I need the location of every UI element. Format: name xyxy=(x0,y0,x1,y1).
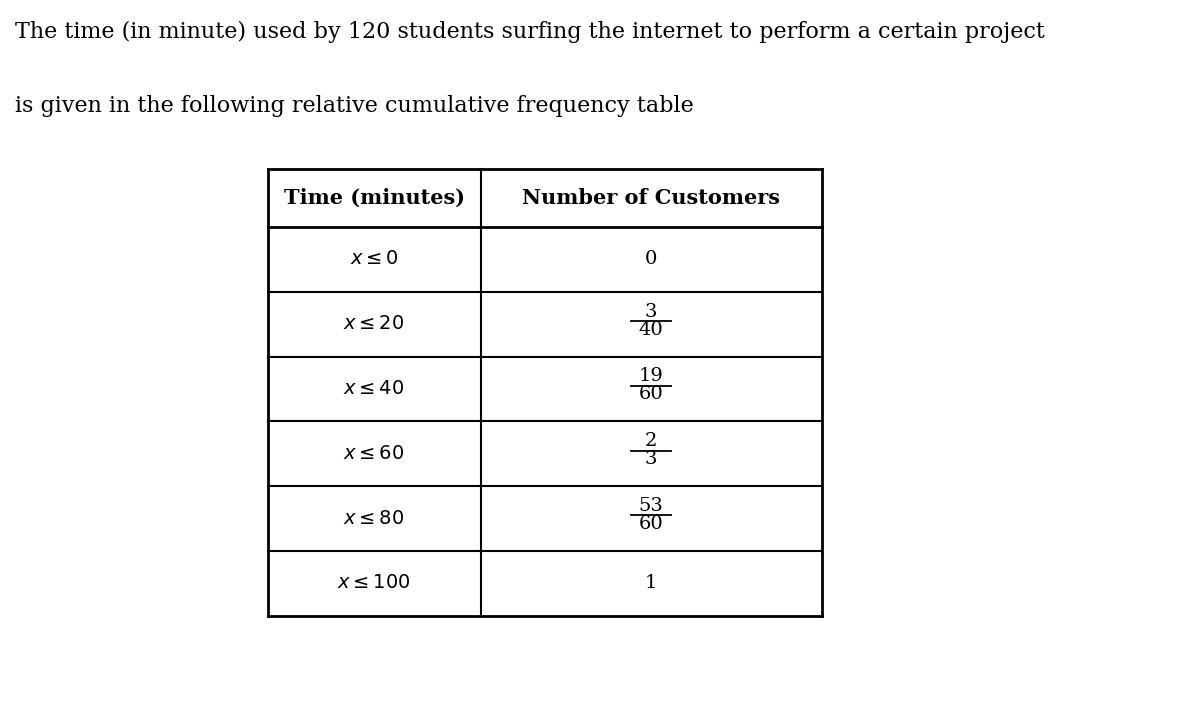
Text: 2: 2 xyxy=(645,432,658,451)
Text: 40: 40 xyxy=(639,320,664,339)
Text: $x \leq 60$: $x \leq 60$ xyxy=(343,445,404,463)
Text: 0: 0 xyxy=(645,251,658,268)
Text: is given in the following relative cumulative frequency table: is given in the following relative cumul… xyxy=(15,95,694,117)
Text: $x \leq 40$: $x \leq 40$ xyxy=(343,380,404,398)
Text: 60: 60 xyxy=(639,385,664,403)
Text: Time (minutes): Time (minutes) xyxy=(284,188,465,208)
Text: 3: 3 xyxy=(645,303,658,321)
Text: 1: 1 xyxy=(645,574,658,592)
Text: The time (in minute) used by 120 students surfing the internet to perform a cert: The time (in minute) used by 120 student… xyxy=(15,21,1046,43)
Text: 60: 60 xyxy=(639,515,664,533)
Text: 3: 3 xyxy=(645,450,658,468)
Text: $x \leq 0$: $x \leq 0$ xyxy=(350,251,399,268)
Text: 53: 53 xyxy=(639,497,664,515)
Text: $x \leq 80$: $x \leq 80$ xyxy=(343,510,404,527)
Text: Number of Customers: Number of Customers xyxy=(522,188,780,208)
Text: 19: 19 xyxy=(639,367,664,386)
Text: $x \leq 100$: $x \leq 100$ xyxy=(337,574,411,592)
Text: $x \leq 20$: $x \leq 20$ xyxy=(343,315,404,333)
